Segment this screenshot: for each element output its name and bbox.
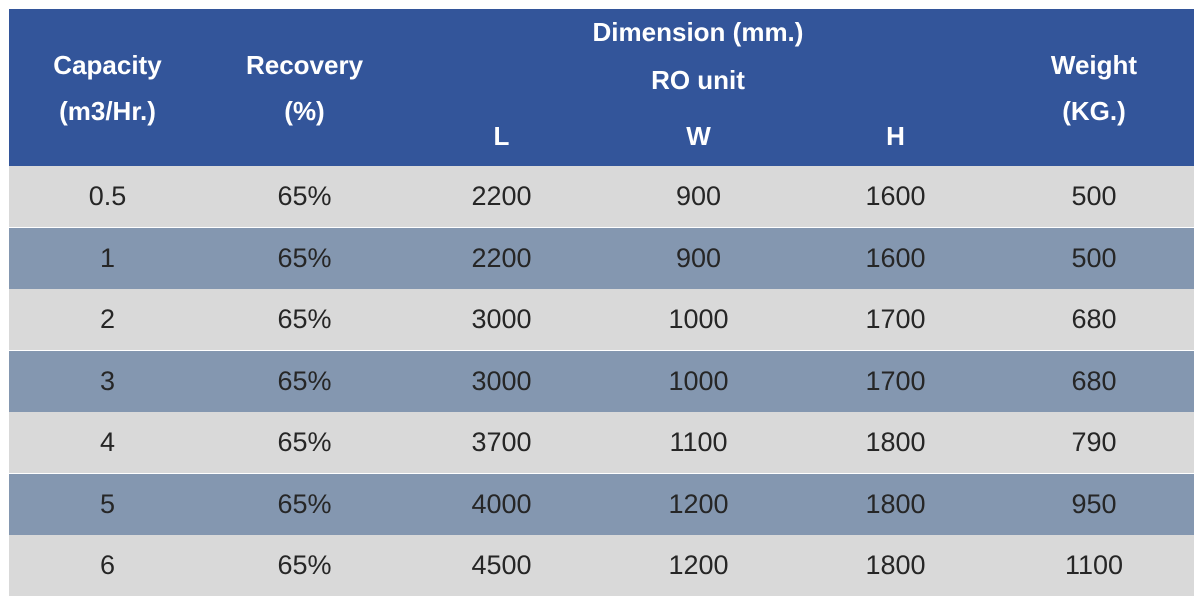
table-cell: 3000 — [471, 304, 532, 334]
table-cell: 1200 — [668, 488, 729, 519]
header-col-h: H — [886, 121, 905, 151]
header-recovery-line1: Recovery — [245, 50, 364, 80]
spec-table: Capacity (m3/Hr.) Recovery (%) Dimension… — [9, 9, 1194, 597]
table-cell: 5 — [99, 488, 116, 519]
table-row: 0.5 65% 2200 900 1600 500 — [9, 166, 1194, 227]
table-cell: 950 — [1071, 488, 1117, 519]
header-recovery-line2: (%) — [284, 96, 325, 126]
table-cell: 0.5 — [88, 181, 127, 211]
table-cell: 3000 — [471, 365, 532, 396]
table-cell: 65% — [277, 550, 332, 580]
table-cell: 1000 — [668, 365, 729, 396]
table-cell: 65% — [277, 304, 332, 334]
table-cell: 680 — [1071, 365, 1117, 396]
table-cell: 1000 — [668, 304, 729, 334]
table-cell: 1600 — [865, 242, 926, 273]
table-cell: 2200 — [471, 242, 532, 273]
table-cell: 1 — [99, 242, 116, 273]
table-cell: 4 — [99, 427, 116, 457]
table-cell: 4000 — [471, 488, 532, 519]
table-row: 3 65% 3000 1000 1700 680 — [9, 350, 1194, 412]
table-cell: 1100 — [669, 427, 728, 457]
table-cell: 1800 — [865, 427, 926, 457]
table-cell: 4500 — [471, 550, 532, 580]
table-row: 2 65% 3000 1000 1700 680 — [9, 289, 1194, 350]
header-ro-unit: RO unit — [651, 65, 745, 95]
table-cell: 65% — [277, 181, 332, 211]
table-cell: 1200 — [668, 550, 729, 580]
table-cell: 2 — [99, 304, 116, 334]
table-cell: 680 — [1071, 304, 1117, 334]
header-weight-line1: Weight — [1050, 50, 1138, 80]
table-cell: 3700 — [471, 427, 532, 457]
header-col-l: L — [493, 121, 510, 151]
table-cell: 900 — [675, 181, 722, 211]
table-cell: 790 — [1071, 427, 1117, 457]
table-header: Capacity (m3/Hr.) Recovery (%) Dimension… — [9, 9, 1194, 166]
header-dimension: Dimension (mm.) — [592, 17, 804, 47]
header-capacity: Capacity (m3/Hr.) — [9, 42, 206, 134]
table-cell: 6 — [99, 550, 116, 580]
table-cell: 1700 — [865, 365, 926, 396]
header-recovery: Recovery (%) — [206, 42, 403, 134]
table-row: 4 65% 3700 1100 1800 790 — [9, 412, 1194, 473]
table-cell: 1600 — [865, 181, 926, 211]
table-cell: 900 — [675, 242, 722, 273]
header-capacity-line2: (m3/Hr.) — [59, 96, 156, 126]
table-cell: 1100 — [1064, 550, 1124, 580]
header-weight: Weight (KG.) — [994, 42, 1194, 134]
table-cell: 65% — [277, 427, 332, 457]
table-cell: 1800 — [865, 488, 926, 519]
header-col-w: W — [686, 121, 711, 151]
table-row: 6 65% 4500 1200 1800 1100 — [9, 535, 1194, 596]
table-cell: 500 — [1071, 242, 1117, 273]
table-cell: 1700 — [865, 304, 926, 334]
table-row: 5 65% 4000 1200 1800 950 — [9, 473, 1194, 535]
table-cell: 65% — [277, 242, 332, 273]
table-cell: 65% — [277, 488, 332, 519]
table-cell: 3 — [99, 365, 116, 396]
table-cell: 500 — [1071, 181, 1117, 211]
table-cell: 65% — [277, 365, 332, 396]
table-row: 1 65% 2200 900 1600 500 — [9, 227, 1194, 289]
header-capacity-line1: Capacity — [53, 50, 162, 80]
table-cell: 2200 — [471, 181, 532, 211]
table-cell: 1800 — [865, 550, 926, 580]
header-weight-line2: (KG.) — [1062, 96, 1126, 126]
